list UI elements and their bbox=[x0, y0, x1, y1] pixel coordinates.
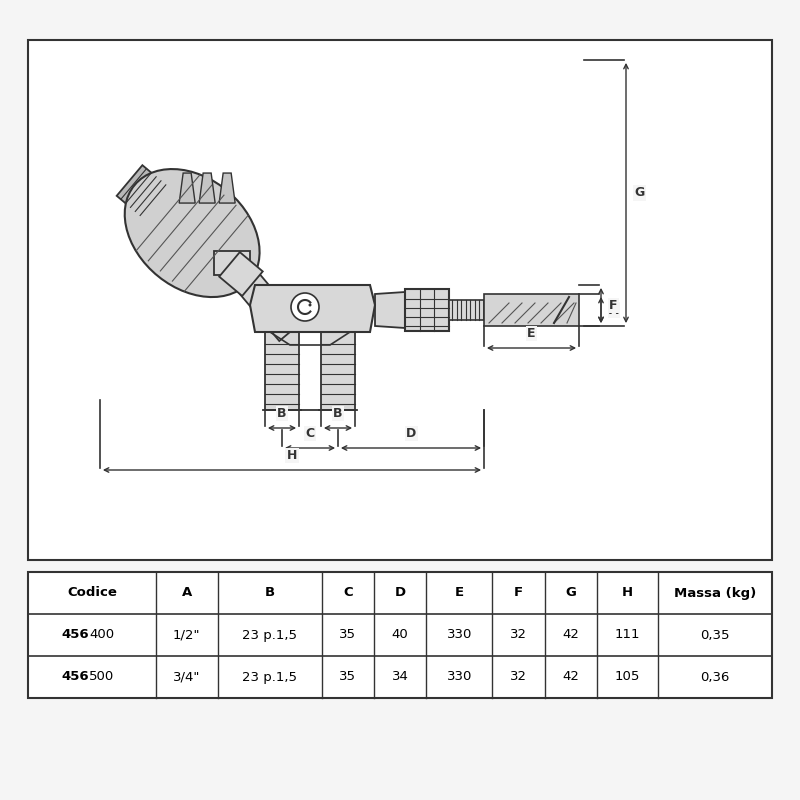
Text: 23 p.1,5: 23 p.1,5 bbox=[242, 670, 297, 683]
Polygon shape bbox=[219, 173, 235, 203]
Text: 456: 456 bbox=[62, 670, 89, 683]
Text: G: G bbox=[634, 186, 644, 199]
Text: B: B bbox=[265, 586, 274, 599]
Text: F: F bbox=[514, 586, 523, 599]
Text: 400: 400 bbox=[89, 629, 114, 642]
Text: 456: 456 bbox=[62, 629, 89, 642]
Text: 0,35: 0,35 bbox=[700, 629, 730, 642]
Polygon shape bbox=[117, 165, 170, 219]
Bar bbox=[484, 294, 579, 326]
Text: 42: 42 bbox=[562, 629, 579, 642]
Text: B: B bbox=[334, 407, 342, 420]
Text: A: A bbox=[182, 586, 192, 599]
Text: 111: 111 bbox=[614, 629, 640, 642]
Text: C: C bbox=[343, 586, 353, 599]
Text: 0,36: 0,36 bbox=[701, 670, 730, 683]
Bar bbox=[265, 285, 299, 410]
Text: E: E bbox=[527, 327, 536, 340]
Text: B: B bbox=[278, 407, 286, 420]
Polygon shape bbox=[375, 292, 405, 328]
Text: D: D bbox=[394, 586, 406, 599]
Bar bbox=[28, 572, 772, 698]
Text: A: A bbox=[609, 303, 618, 317]
Polygon shape bbox=[222, 254, 301, 341]
Text: 32: 32 bbox=[510, 629, 527, 642]
Text: D: D bbox=[406, 427, 416, 440]
Text: 34: 34 bbox=[391, 670, 409, 683]
Circle shape bbox=[309, 303, 311, 306]
Text: C: C bbox=[306, 427, 314, 440]
Text: 35: 35 bbox=[339, 629, 356, 642]
Text: 23 p.1,5: 23 p.1,5 bbox=[242, 629, 297, 642]
Text: F: F bbox=[609, 299, 618, 312]
Bar bbox=[405, 289, 449, 331]
Text: 1/2": 1/2" bbox=[173, 629, 201, 642]
Polygon shape bbox=[250, 285, 375, 332]
Text: G: G bbox=[565, 586, 576, 599]
Polygon shape bbox=[179, 173, 195, 203]
Circle shape bbox=[291, 293, 319, 321]
Text: 330: 330 bbox=[446, 670, 472, 683]
Text: 3/4": 3/4" bbox=[173, 670, 201, 683]
Text: 40: 40 bbox=[392, 629, 408, 642]
Bar bbox=[214, 251, 250, 275]
Text: 105: 105 bbox=[614, 670, 640, 683]
Polygon shape bbox=[199, 173, 215, 203]
Polygon shape bbox=[219, 252, 262, 296]
Text: 32: 32 bbox=[510, 670, 527, 683]
Text: H: H bbox=[287, 449, 297, 462]
Text: H: H bbox=[622, 586, 633, 599]
Text: Massa (kg): Massa (kg) bbox=[674, 586, 756, 599]
Text: 500: 500 bbox=[89, 670, 114, 683]
Bar bbox=[321, 285, 355, 410]
Polygon shape bbox=[125, 169, 259, 297]
Text: Codice: Codice bbox=[67, 586, 117, 599]
Bar bbox=[28, 40, 772, 560]
Text: 35: 35 bbox=[339, 670, 356, 683]
Text: 330: 330 bbox=[446, 629, 472, 642]
Bar bbox=[449, 300, 484, 320]
Text: E: E bbox=[454, 586, 464, 599]
Text: 42: 42 bbox=[562, 670, 579, 683]
